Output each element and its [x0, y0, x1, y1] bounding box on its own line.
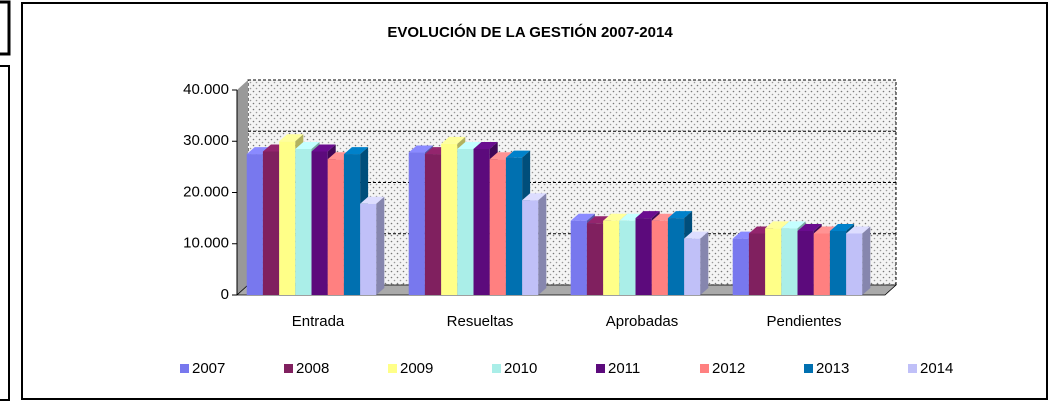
- bar-top: [311, 144, 336, 152]
- legend-swatch: [180, 364, 189, 373]
- bar-top: [343, 147, 369, 155]
- bar-top: [408, 145, 433, 153]
- y-tick-label: 40.000: [183, 81, 229, 98]
- bar: [586, 223, 604, 295]
- bar: [441, 143, 458, 295]
- legend-label: 2014: [920, 360, 953, 377]
- legend-label: 2010: [504, 360, 537, 377]
- bar: [829, 230, 847, 295]
- bar-top: [570, 213, 595, 221]
- bar: [262, 151, 280, 295]
- legend-swatch: [284, 364, 293, 373]
- y-tick-label: 0: [221, 286, 229, 303]
- x-tick-label: Pendientes: [766, 313, 841, 330]
- x-tick-label: Entrada: [292, 313, 345, 330]
- bar: [765, 228, 782, 295]
- bar-top: [684, 231, 709, 239]
- bar-top: [360, 196, 385, 204]
- y-tick-label: 30.000: [183, 132, 229, 149]
- legend-label: 2013: [816, 360, 849, 377]
- legend-label: 2009: [400, 360, 433, 377]
- bar: [635, 218, 652, 295]
- bar: [748, 233, 766, 295]
- bar: [570, 220, 587, 295]
- bar: [311, 151, 328, 295]
- bar: [797, 230, 814, 295]
- bar: [505, 157, 523, 295]
- side-wall: [237, 80, 248, 295]
- bar: [732, 238, 749, 295]
- legend-swatch: [908, 364, 917, 373]
- bar-side: [862, 226, 871, 295]
- bar: [408, 152, 425, 295]
- legend-swatch: [596, 364, 605, 373]
- y-tick-label: 20.000: [183, 183, 229, 200]
- bar: [246, 154, 263, 295]
- legend-swatch: [388, 364, 397, 373]
- legend-swatch: [804, 364, 813, 373]
- bar-side: [700, 231, 709, 295]
- x-tick-label: Resueltas: [447, 313, 514, 330]
- bar: [279, 141, 296, 295]
- bar: [327, 159, 344, 295]
- bar-top: [457, 141, 482, 149]
- bar-top: [667, 211, 693, 219]
- bar-top: [829, 223, 855, 231]
- bar: [667, 218, 685, 295]
- side-box: [0, 65, 10, 401]
- legend-swatch: [700, 364, 709, 373]
- x-tick-label: Aprobadas: [606, 313, 679, 330]
- bar-side: [538, 193, 547, 295]
- bar: [457, 148, 474, 295]
- bar-top: [603, 213, 628, 221]
- bar: [651, 220, 668, 295]
- bar: [522, 200, 539, 295]
- legend-label: 2011: [608, 360, 640, 377]
- bar: [684, 238, 701, 295]
- bar: [295, 148, 312, 295]
- bar-top: [522, 193, 547, 201]
- legend-label: 2012: [712, 360, 745, 377]
- bar-top: [295, 141, 320, 149]
- legend-label: 2008: [296, 360, 329, 377]
- bar: [603, 220, 620, 295]
- bar: [781, 228, 798, 295]
- legend-swatch: [492, 364, 501, 373]
- bar: [360, 203, 377, 295]
- bar-top: [765, 221, 790, 229]
- bar: [619, 220, 636, 295]
- y-tick-label: 10.000: [183, 235, 229, 252]
- bar: [343, 154, 361, 295]
- bar-top: [505, 150, 531, 158]
- side-box: [0, 0, 11, 56]
- bar: [489, 159, 506, 295]
- bar: [473, 148, 490, 295]
- bar: [424, 154, 442, 295]
- bar-top: [781, 221, 806, 229]
- bar-top: [441, 136, 466, 144]
- bar-side: [376, 196, 385, 295]
- legend-label: 2007: [192, 360, 225, 377]
- bar: [813, 233, 830, 295]
- bar-top: [635, 211, 660, 219]
- bar-top: [279, 134, 304, 142]
- bar-top: [797, 223, 822, 231]
- chart-title: EVOLUCIÓN DE LA GESTIÓN 2007-2014: [387, 23, 673, 41]
- bar: [846, 233, 863, 295]
- bar-top: [846, 226, 871, 234]
- bar-top: [473, 141, 498, 149]
